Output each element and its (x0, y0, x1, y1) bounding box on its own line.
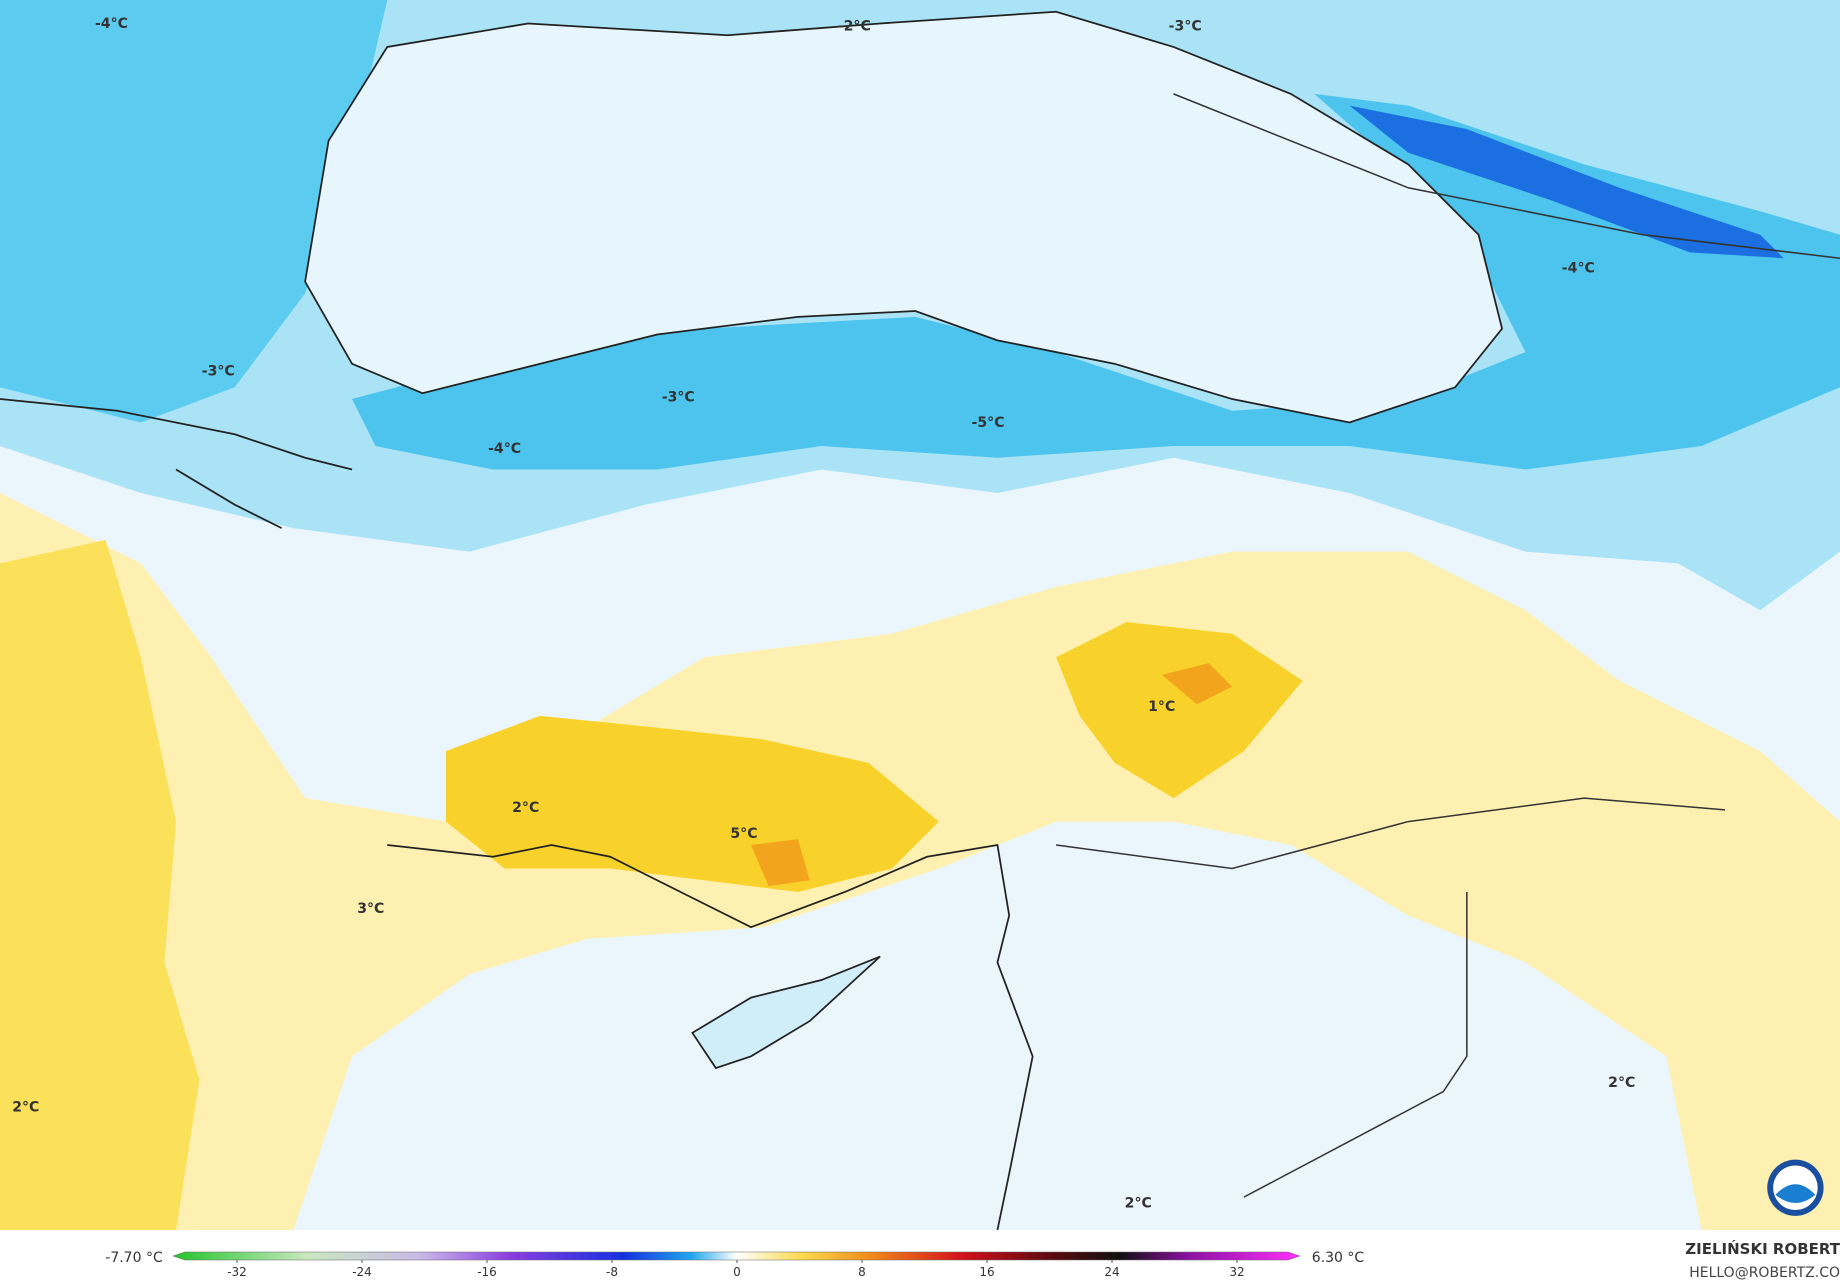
temperature-label: -4°C (488, 441, 521, 457)
author: ZIELIŃSKI ROBERT (1685, 1239, 1840, 1258)
temperature-label: 1°C (1148, 699, 1175, 715)
warm-zone (0, 492, 1840, 1230)
tick-label: -8 (606, 1265, 618, 1279)
tick-label: 32 (1229, 1265, 1244, 1279)
warm-core (0, 539, 200, 1230)
cold-core (0, 0, 388, 423)
max-label: 6.30 °C (1312, 1250, 1365, 1266)
temperature-label: 3°C (357, 901, 384, 917)
black-sea (304, 10, 1504, 424)
coastline (387, 844, 1034, 1230)
color-bar (172, 1251, 1301, 1261)
tick-label: 16 (979, 1265, 994, 1279)
legend: -7.70 °C 6.30 °C ZIELIŃSKI ROBERT HELLO@… (105, 1239, 1840, 1281)
warm-core (1056, 622, 1303, 799)
temperature-label: -3°C (662, 389, 695, 405)
tick-label: -32 (227, 1265, 247, 1279)
warm-peak (751, 839, 810, 887)
temperature-label: -4°C (1562, 260, 1595, 276)
temperature-label: -4°C (95, 16, 128, 32)
contact: HELLO@ROBERTZ.CO (1689, 1265, 1840, 1281)
tick-label: 8 (858, 1265, 866, 1279)
cold-extreme (1349, 105, 1784, 259)
tick-label: 24 (1104, 1265, 1119, 1279)
temperature-label: -3°C (202, 364, 235, 380)
temperature-label: -5°C (972, 415, 1005, 431)
border (1056, 93, 1840, 1198)
cyprus (691, 955, 881, 1070)
warm-peak (1161, 663, 1233, 705)
temperature-label: 5°C (730, 826, 757, 842)
cold-core (352, 93, 1840, 470)
temperature-label: -3°C (1169, 19, 1202, 35)
noaa-logo (1767, 1159, 1824, 1216)
min-label: -7.70 °C (105, 1250, 163, 1266)
temperature-label: 2°C (12, 1099, 39, 1115)
tick-label: -16 (477, 1265, 497, 1279)
tick-label: 0 (733, 1265, 741, 1279)
temperature-label: 2°C (1608, 1075, 1635, 1091)
legend-ticks: -32 -24 -16 -8 0 8 16 24 32 (227, 1260, 1245, 1279)
map-labels: -4°C -2°C -3°C -3°C -3°C -4°C -5°C -4°C 1°C 2°C 5°… (12, 16, 1635, 1212)
tick-label: -24 (352, 1265, 372, 1279)
temperature-label: -2°C (838, 19, 871, 35)
map: -4°C -2°C -3°C -3°C -3°C -4°C -5°C -4°C 1°C 2°C 5°… (0, 0, 1840, 1230)
temperature-label: 2°C (1125, 1196, 1152, 1212)
coastline (0, 398, 353, 529)
temperature-label: 2°C (512, 800, 539, 816)
